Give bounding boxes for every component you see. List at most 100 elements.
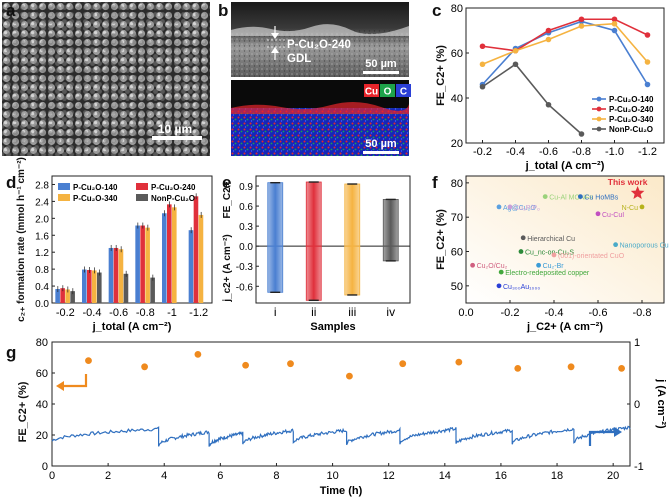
bar-fe-i bbox=[267, 182, 284, 247]
x-tick-label: -0.2 bbox=[473, 146, 492, 158]
point-label-electro-redeposited-copper: Electro-redeposited copper bbox=[505, 270, 590, 277]
marker-001-orientated-cuo bbox=[551, 252, 557, 258]
legend-marker bbox=[596, 116, 602, 122]
x-tick-label: -0.6 bbox=[539, 146, 558, 158]
panel-label-f: f bbox=[432, 173, 438, 192]
legend-label-p-cu-o-340: P-Cu₂O-340 bbox=[73, 194, 118, 203]
data-point-nonp-cu-o bbox=[512, 61, 519, 68]
bar-nonp-cu-o bbox=[97, 272, 102, 303]
series-line-p-cu-o-140 bbox=[481, 20, 649, 86]
x-tick-label: 18 bbox=[551, 470, 563, 482]
data-point-p-cu-o-240 bbox=[578, 16, 585, 23]
x-tick-label: -0.6 bbox=[109, 307, 128, 319]
data-point-p-cu-o-140 bbox=[611, 27, 618, 34]
y-tick-label-left: 60 bbox=[36, 368, 48, 380]
marker-electro-redeposited-copper bbox=[498, 269, 504, 275]
x-tick-label: 16 bbox=[495, 470, 507, 482]
fe-data-point bbox=[242, 361, 250, 369]
point-label-cu-nc-on-cu-s: Cu_nc-on-Cu₂S bbox=[525, 250, 574, 257]
point-label-n-cu: N-Cu bbox=[622, 205, 638, 212]
marker-ag-cu-o bbox=[496, 204, 502, 210]
element-swatch-o bbox=[380, 84, 395, 97]
x-tick-label: 2 bbox=[105, 470, 111, 482]
legend-swatch-p-cu-o-340 bbox=[58, 194, 70, 201]
chart-c-frame bbox=[465, 7, 665, 144]
panel-label-a: a bbox=[6, 1, 16, 20]
scalebar-label-a: 10 µm bbox=[158, 122, 192, 136]
x-axis-label: Samples bbox=[310, 321, 355, 333]
legend-label-p-cu-o-140: P-Cu₂O-140 bbox=[609, 95, 654, 104]
y-tick-label: 0.6 bbox=[239, 202, 253, 213]
bar-fe-iii bbox=[344, 183, 361, 247]
data-point-p-cu-o-240 bbox=[611, 16, 618, 23]
x-tick-label: 12 bbox=[383, 470, 395, 482]
bar-current-ii bbox=[305, 245, 322, 301]
right-axis-arrowhead bbox=[614, 427, 622, 437]
x-axis-label: Time (h) bbox=[320, 485, 363, 497]
legend-label-p-cu-o-340: P-Cu₂O-340 bbox=[609, 115, 654, 124]
x-tick-label: -1 bbox=[167, 307, 177, 319]
fe-data-point bbox=[399, 360, 407, 368]
y-tick-label: 70 bbox=[451, 212, 463, 224]
series-line-p-cu-o-240 bbox=[482, 18, 648, 52]
chart-d-frame bbox=[51, 175, 213, 304]
x-tick-label: -0.8 bbox=[572, 146, 591, 158]
chart-c: 20 40 60 80 -0.2 -0.4 -0.6 -0.8 -1.0 -1.2 j_total … bbox=[435, 3, 665, 172]
bar-p-cu-o-140 bbox=[82, 269, 87, 303]
point-label-001-orientated-cuo: (001)-orientated CuO bbox=[558, 253, 625, 260]
point-label-cu-hombs: Cu HoMBs bbox=[584, 195, 618, 202]
fe-data-point bbox=[346, 372, 353, 380]
y-tick-label: 0.0 bbox=[239, 242, 253, 253]
y-tick-label: -0.6 bbox=[236, 282, 254, 293]
point-label-cu-au: Cu₃₀₀Au₁₀₀₀ bbox=[503, 284, 540, 291]
chart-e: -0.6-0.30.00.30.60.9i ii iii ivSamplesFE_C2… bbox=[222, 175, 411, 333]
data-point-p-cu-o-140 bbox=[644, 81, 651, 88]
x-tick-label: -0.4 bbox=[83, 307, 102, 319]
legend-swatch-p-cu-o-140 bbox=[58, 183, 70, 190]
layer-label-gdl: GDL bbox=[287, 53, 311, 65]
legend-label-nonp-cu-o: NonP-Cu₂O bbox=[151, 194, 195, 203]
y-axis-label-right: j (A cm⁻²) bbox=[655, 378, 667, 429]
point-label-cu-o-cu: Cu₂O/Cu₂ bbox=[477, 263, 508, 270]
fe-data-point bbox=[85, 357, 92, 364]
marker-cu-cui bbox=[595, 211, 601, 217]
bar-nonp-cu-o bbox=[150, 277, 155, 303]
y-tick-label-left: 40 bbox=[36, 399, 48, 411]
bar-p-cu-o-340 bbox=[198, 214, 204, 303]
x-tick-label: -1.0 bbox=[605, 146, 624, 158]
bar-p-cu-o-140 bbox=[188, 230, 194, 303]
bar-current-iv bbox=[382, 245, 399, 262]
y-tick-label: 50 bbox=[451, 281, 463, 293]
marker-nanoporous-cu bbox=[613, 242, 618, 248]
left-axis-arrowhead bbox=[56, 381, 64, 391]
x-tick-label: -0.4 bbox=[545, 307, 564, 319]
bar-current-iii bbox=[344, 245, 361, 296]
data-point-p-cu-o-340 bbox=[611, 20, 618, 27]
marker-cu-o-cu bbox=[470, 262, 475, 268]
element-label-o: O bbox=[384, 87, 392, 98]
bar-p-cu-o-340 bbox=[92, 270, 97, 303]
y-tick-label-left: 0 bbox=[42, 461, 48, 473]
marker-cu-p-p bbox=[507, 204, 513, 210]
bar-p-cu-o-140 bbox=[135, 225, 140, 303]
panel-label-b: b bbox=[218, 1, 228, 20]
fe-data-point bbox=[618, 364, 625, 372]
x-tick-label: 6 bbox=[217, 470, 223, 482]
bar-p-cu-o-340 bbox=[172, 207, 177, 303]
bar-p-cu-o-240 bbox=[167, 204, 172, 303]
chart-f: 50 60 70 80 0.0 -0.2 -0.4 -0.6 -0.8 j_C2+ (A cm⁻²… bbox=[435, 175, 669, 333]
chart-e-frame bbox=[255, 175, 411, 304]
panel-label-c: c bbox=[432, 1, 441, 20]
bar-fe-ii bbox=[305, 181, 322, 247]
fe-data-point bbox=[194, 351, 202, 358]
y-tick-label: 2.8 bbox=[35, 180, 49, 191]
x-tick-label: 10 bbox=[326, 470, 338, 482]
marker-cu-au bbox=[496, 283, 502, 289]
x-tick-label: -0.8 bbox=[136, 307, 155, 319]
y-tick-label: 1.6 bbox=[35, 231, 49, 242]
legend-marker bbox=[596, 106, 602, 112]
data-point-p-cu-o-340 bbox=[512, 47, 519, 54]
x-tick-label: -0.2 bbox=[56, 307, 75, 319]
point-label-ag-cu-o: Ag@Cu₂O bbox=[503, 205, 536, 212]
